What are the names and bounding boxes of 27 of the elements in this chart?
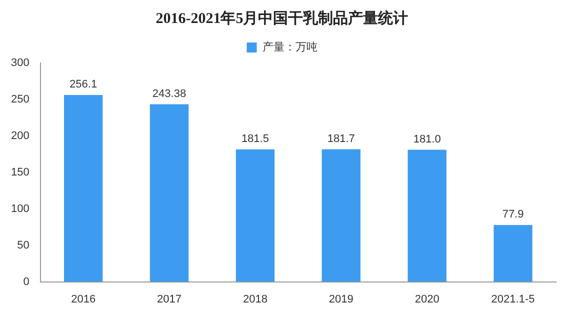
bar xyxy=(150,104,189,282)
y-tick-label: 300 xyxy=(10,57,30,70)
bar xyxy=(494,224,532,282)
x-tick-label: 2017 xyxy=(157,293,182,306)
y-tick-label: 150 xyxy=(10,166,30,178)
y-tick-label: 0 xyxy=(23,276,30,288)
x-tick-label: 2020 xyxy=(414,293,440,306)
chart-title: 2016-2021年5月中国干乳制品产量统计 xyxy=(156,10,408,27)
data-label: 256.1 xyxy=(70,78,98,91)
bar xyxy=(64,95,103,282)
bar xyxy=(236,149,275,282)
y-tick-label: 200 xyxy=(10,130,30,142)
data-label: 77.9 xyxy=(502,208,524,221)
y-tick-label: 250 xyxy=(10,94,30,106)
legend-label: 产量：万吨 xyxy=(262,40,318,54)
x-tick-label: 2019 xyxy=(328,293,354,306)
x-tick-label: 2016 xyxy=(71,293,96,306)
data-label: 181.5 xyxy=(241,132,269,145)
bar xyxy=(322,149,360,282)
y-tick-label: 50 xyxy=(17,239,30,252)
y-tick-label: 100 xyxy=(10,202,30,215)
data-label: 243.38 xyxy=(152,88,186,100)
x-tick-label: 2018 xyxy=(242,293,268,306)
x-tick-label: 2021.1-5 xyxy=(491,293,535,306)
data-label: 181.0 xyxy=(413,133,441,146)
bar xyxy=(408,150,446,282)
data-label: 181.7 xyxy=(327,132,355,145)
